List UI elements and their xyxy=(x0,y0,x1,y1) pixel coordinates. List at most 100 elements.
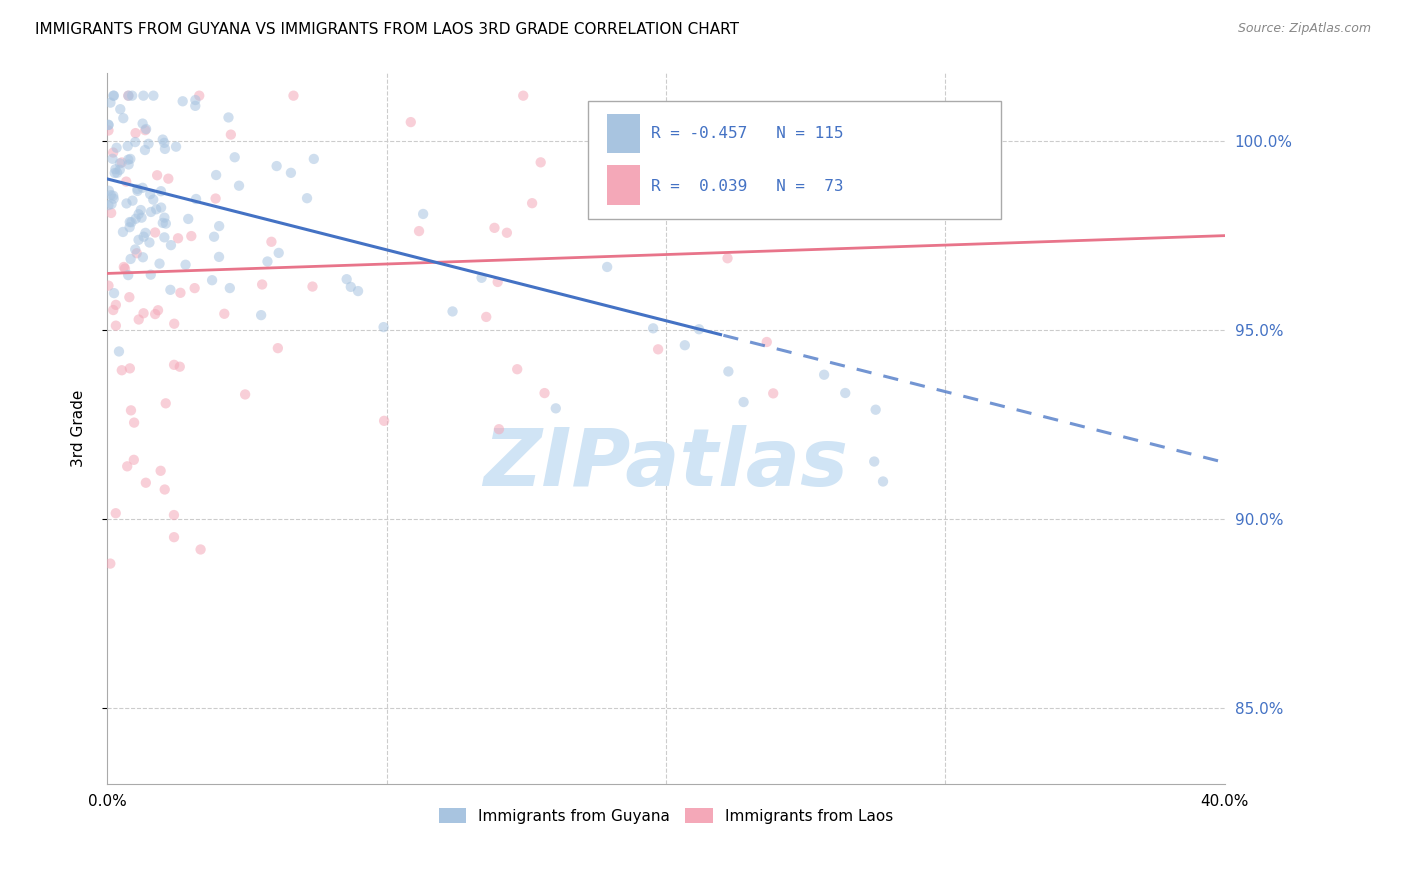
Point xyxy=(153,142,176,156)
Point xyxy=(153,483,176,497)
Point xyxy=(157,171,180,186)
Point xyxy=(139,268,162,282)
Point xyxy=(101,145,124,160)
Point xyxy=(97,118,120,132)
Point xyxy=(408,224,430,238)
Text: ZIPatlas: ZIPatlas xyxy=(484,425,848,503)
Point xyxy=(121,88,143,103)
Point xyxy=(97,278,120,293)
Point xyxy=(122,416,145,430)
Point xyxy=(184,99,207,113)
Point xyxy=(132,306,155,320)
Point xyxy=(143,226,166,240)
Point xyxy=(139,187,162,202)
Point xyxy=(111,155,134,169)
Point xyxy=(224,150,246,164)
Point xyxy=(134,226,156,240)
Point xyxy=(97,198,120,212)
Point xyxy=(108,344,131,359)
Point xyxy=(143,307,166,321)
Text: IMMIGRANTS FROM GUYANA VS IMMIGRANTS FROM LAOS 3RD GRADE CORRELATION CHART: IMMIGRANTS FROM GUYANA VS IMMIGRANTS FRO… xyxy=(35,22,740,37)
Point xyxy=(125,246,148,260)
Point xyxy=(153,230,176,244)
Point xyxy=(120,152,142,166)
Point xyxy=(112,112,135,126)
Point xyxy=(506,362,529,376)
Point xyxy=(117,157,139,171)
Point xyxy=(103,188,125,202)
Point xyxy=(134,123,156,137)
Point xyxy=(813,368,835,382)
Point xyxy=(146,303,169,318)
Point xyxy=(256,254,278,268)
Point xyxy=(762,386,785,401)
Point xyxy=(530,155,553,169)
Point xyxy=(148,257,170,271)
Point xyxy=(118,215,141,229)
Point xyxy=(228,178,250,193)
Point xyxy=(205,168,228,182)
Point xyxy=(250,277,273,292)
Legend: Immigrants from Guyana, Immigrants from Laos: Immigrants from Guyana, Immigrants from … xyxy=(433,802,900,830)
Point xyxy=(100,95,122,110)
Point xyxy=(484,220,506,235)
Point xyxy=(124,126,146,140)
Point xyxy=(127,184,149,198)
Point xyxy=(118,290,141,304)
Text: R =  0.039   N =  73: R = 0.039 N = 73 xyxy=(651,179,844,194)
Point xyxy=(100,188,122,202)
Point xyxy=(214,307,236,321)
Point xyxy=(174,258,197,272)
Point xyxy=(208,219,231,233)
Point xyxy=(533,386,555,401)
Point xyxy=(117,88,139,103)
Point xyxy=(120,403,142,417)
Point xyxy=(283,88,305,103)
Point xyxy=(139,205,162,219)
Point xyxy=(115,175,138,189)
Point xyxy=(755,334,778,349)
Point xyxy=(117,268,139,282)
Point xyxy=(98,557,121,571)
Point xyxy=(204,192,226,206)
Point xyxy=(160,238,183,252)
Point xyxy=(129,202,152,217)
Point xyxy=(132,88,155,103)
Point xyxy=(188,88,211,103)
Point xyxy=(142,88,165,103)
Point xyxy=(865,402,887,417)
Point xyxy=(103,303,125,318)
Point xyxy=(122,453,145,467)
Point xyxy=(104,162,127,177)
Point xyxy=(117,139,139,153)
Point xyxy=(163,530,186,544)
Point xyxy=(124,211,146,226)
Point xyxy=(149,464,172,478)
Point xyxy=(184,93,207,107)
Point xyxy=(163,317,186,331)
Point xyxy=(128,207,150,221)
Point xyxy=(872,475,894,489)
Bar xyxy=(607,165,640,204)
Point xyxy=(512,88,534,103)
Bar xyxy=(607,114,640,153)
Point xyxy=(100,197,122,211)
Point xyxy=(180,229,202,244)
Point xyxy=(399,115,422,129)
Point xyxy=(152,216,174,230)
Point xyxy=(155,396,177,410)
Point xyxy=(104,166,127,180)
Point xyxy=(717,364,740,378)
Point xyxy=(118,220,141,235)
Point xyxy=(105,166,128,180)
Point xyxy=(117,88,139,103)
Point xyxy=(131,211,153,225)
Point xyxy=(882,196,904,211)
Point xyxy=(183,281,205,295)
Point xyxy=(486,275,509,289)
Point xyxy=(104,298,127,312)
Point xyxy=(97,118,120,132)
Point xyxy=(302,152,325,166)
Point xyxy=(301,279,323,293)
Point xyxy=(115,459,138,474)
